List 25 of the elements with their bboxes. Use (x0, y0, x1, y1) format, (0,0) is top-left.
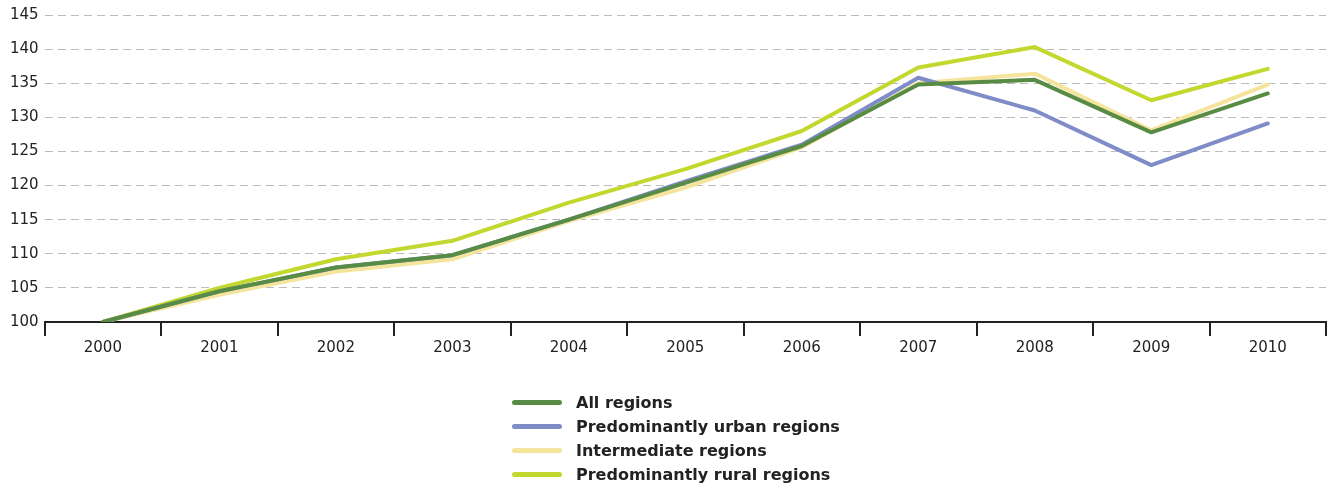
y-tick-label: 115 (9, 209, 39, 228)
x-tick-label: 2001 (200, 337, 239, 356)
x-tick-label: 2008 (1015, 337, 1054, 356)
y-tick-label: 140 (9, 39, 39, 57)
y-tick-label: 105 (9, 277, 39, 296)
x-tick-label: 2010 (1248, 337, 1287, 356)
legend-label: All regions (576, 392, 673, 412)
y-tick-label: 135 (9, 73, 39, 92)
y-tick-label: 125 (9, 141, 39, 160)
x-tick-label: 2003 (433, 337, 472, 356)
legend-label: Predominantly urban regions (576, 416, 840, 436)
legend-label: Predominantly rural regions (576, 464, 831, 484)
x-tick-label: 2006 (782, 337, 821, 356)
x-tick-label: 2005 (666, 337, 705, 356)
y-tick-label: 110 (9, 243, 39, 262)
x-tick-label: 2007 (899, 337, 938, 356)
y-tick-label: 130 (9, 107, 39, 126)
y-tick-label: 100 (9, 311, 39, 330)
y-tick-label: 145 (9, 4, 39, 23)
x-tick-label: 2000 (83, 337, 122, 356)
y-tick-label: 120 (9, 175, 39, 194)
legend-label: Intermediate regions (576, 440, 767, 460)
x-tick-label: 2004 (549, 337, 588, 356)
x-tick-label: 2009 (1132, 337, 1171, 356)
x-tick-label: 2002 (316, 337, 355, 356)
